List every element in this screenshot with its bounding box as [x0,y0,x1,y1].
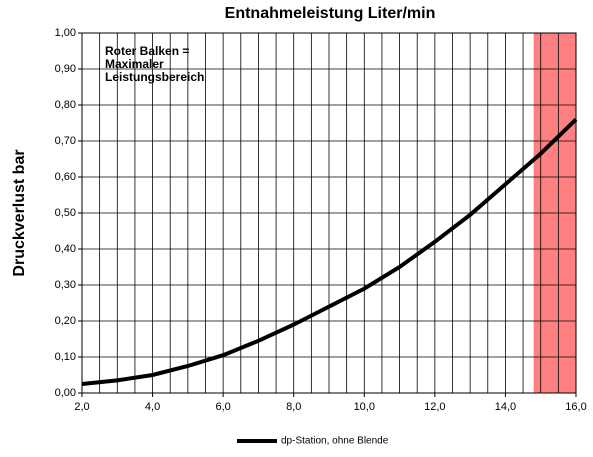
y-tick-label: 0,60 [55,171,76,183]
legend-label: dp-Station, ohne Blende [281,436,389,447]
chart-title: Entnahmeleistung Liter/min [225,5,436,22]
y-tick-label: 0,70 [55,135,76,147]
x-tick-label: 10,0 [354,401,375,413]
y-tick-label: 0,80 [55,99,76,111]
annotation: Roter Balken = [105,44,189,58]
annotation: Leistungsbereich [105,70,204,84]
y-tick-label: 1,00 [55,27,76,39]
y-tick-label: 0,30 [55,279,76,291]
y-tick-label: 0,40 [55,243,76,255]
x-tick-label: 6,0 [215,401,230,413]
x-tick-label: 2,0 [74,401,89,413]
y-tick-label: 0,90 [55,63,76,75]
x-tick-label: 8,0 [286,401,301,413]
plot-frame [81,32,577,394]
y-tick-label: 0,10 [55,351,76,363]
x-tick-label: 16,0 [565,401,586,413]
y-tick-label: 0,00 [55,387,76,399]
x-tick-label: 12,0 [424,401,445,413]
y-tick-label: 0,50 [55,207,76,219]
y-tick-label: 0,20 [55,315,76,327]
x-tick-label: 14,0 [495,401,516,413]
annotation: Maximaler [105,57,164,71]
y-axis-label: Druckverlust bar [11,149,28,276]
data-line [81,117,578,386]
x-tick-label: 4,0 [145,401,160,413]
